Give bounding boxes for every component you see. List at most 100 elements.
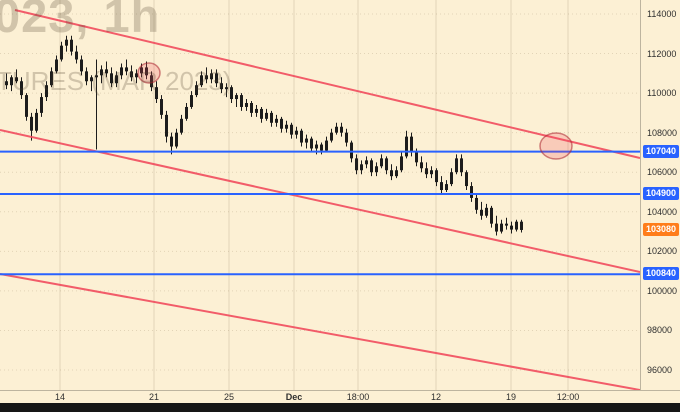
candle-body [140,67,143,74]
candle-body [190,95,193,107]
candle-body [445,184,448,191]
x-axis-tick-label: Dec [285,392,303,402]
candle-body [450,172,453,185]
candle-body [455,158,458,173]
candle-body [230,87,233,100]
candle-body [185,106,188,119]
candle-body [110,73,113,84]
x-axis-tick-label: 14 [54,392,66,402]
ellipse-annotation[interactable] [539,132,573,160]
candle-body [155,87,158,100]
candle-body [165,114,168,137]
candle-body [465,172,468,187]
ellipse-annotation[interactable] [137,62,161,84]
candle-body [400,156,403,171]
candle-body [210,73,213,80]
candle-body [425,168,428,175]
candle-body [265,112,268,119]
candle-body [295,130,298,135]
y-axis-tick-label: 104000 [647,206,678,217]
x-axis-tick-label: 12:00 [556,392,580,402]
candle-body [150,75,153,88]
candle-body [130,71,133,78]
candle-body [10,77,13,86]
trendline[interactable] [0,273,640,390]
candle-body [395,170,398,177]
price-level-label[interactable]: 107040 [643,144,679,158]
candle-body [495,223,498,232]
x-axis-tick-label: 25 [223,392,235,402]
candle-body [45,85,48,98]
candle-body [515,221,518,230]
candle-body [105,69,108,74]
candle-body [195,85,198,96]
candle-body [340,126,343,133]
y-axis-tick-label: 108000 [647,127,678,138]
candle-body [220,83,223,90]
x-axis-tick-label: 18:00 [346,392,370,402]
trendline[interactable] [0,129,640,273]
candle-body [470,186,473,198]
candle-body [285,124,288,129]
candle-body [270,112,273,123]
candle-body [100,69,103,76]
candle-body [245,103,248,107]
candle-body [330,132,333,141]
candle-body [415,152,418,163]
price-level-label[interactable]: 104900 [643,186,679,200]
candle-body [345,132,348,143]
candle-body [405,136,408,157]
candle-body [170,136,173,147]
y-axis-tick-label: 114000 [647,9,677,19]
candle-body [145,67,148,76]
candle-body [90,77,93,82]
bottom-border-strip [0,403,680,412]
candle-body [500,223,503,232]
trendline[interactable] [14,9,640,159]
x-axis-tick-label: 21 [148,392,160,402]
time-axis[interactable]: 14 21 25 Dec 18:00 12 19 12:00 [0,390,680,404]
candle-body [280,118,283,129]
candle-body [70,39,73,52]
price-chart-canvas[interactable] [0,0,640,390]
candle-body [180,118,183,133]
candle-body [510,225,513,230]
candle-body [200,75,203,86]
candle-body [50,71,53,86]
candle-body [440,182,443,191]
candle-body [30,116,33,131]
candle-body [475,197,478,210]
candle-body [460,158,463,173]
candle-body [375,166,378,173]
candle-body [335,126,338,133]
candle-body [15,77,18,82]
candle-body [40,97,43,113]
candle-body [135,73,138,78]
y-axis-tick-label: 102000 [647,246,678,257]
candle-body [325,140,328,151]
candle-body [80,59,83,72]
price-axis[interactable]: 114000 112000 110000 108000 106000 104000 1020… [640,0,680,390]
candle-body [275,118,278,123]
candle-body [360,164,363,171]
candle-body [520,221,523,230]
candle-body [235,95,238,100]
price-level-label[interactable]: 100840 [643,267,679,281]
candle-body [20,81,23,96]
y-axis-tick-label: 100000 [647,285,678,296]
candle-body [430,170,433,175]
candle-body [260,108,263,119]
last-price-label: 103080 [643,222,679,236]
candle-body [505,223,508,226]
candle-body [300,130,303,143]
candle-body [85,71,88,82]
candle-body [390,170,393,177]
y-axis-tick-label: 98000 [647,325,673,336]
candle-body [250,103,253,113]
candle-body [175,132,178,147]
candle-body [310,138,313,149]
chart-area[interactable]: 023, 1h TURES (MAR 2023) [0,0,640,390]
candle-body [480,209,483,216]
y-axis-tick-label: 112000 [647,48,677,59]
